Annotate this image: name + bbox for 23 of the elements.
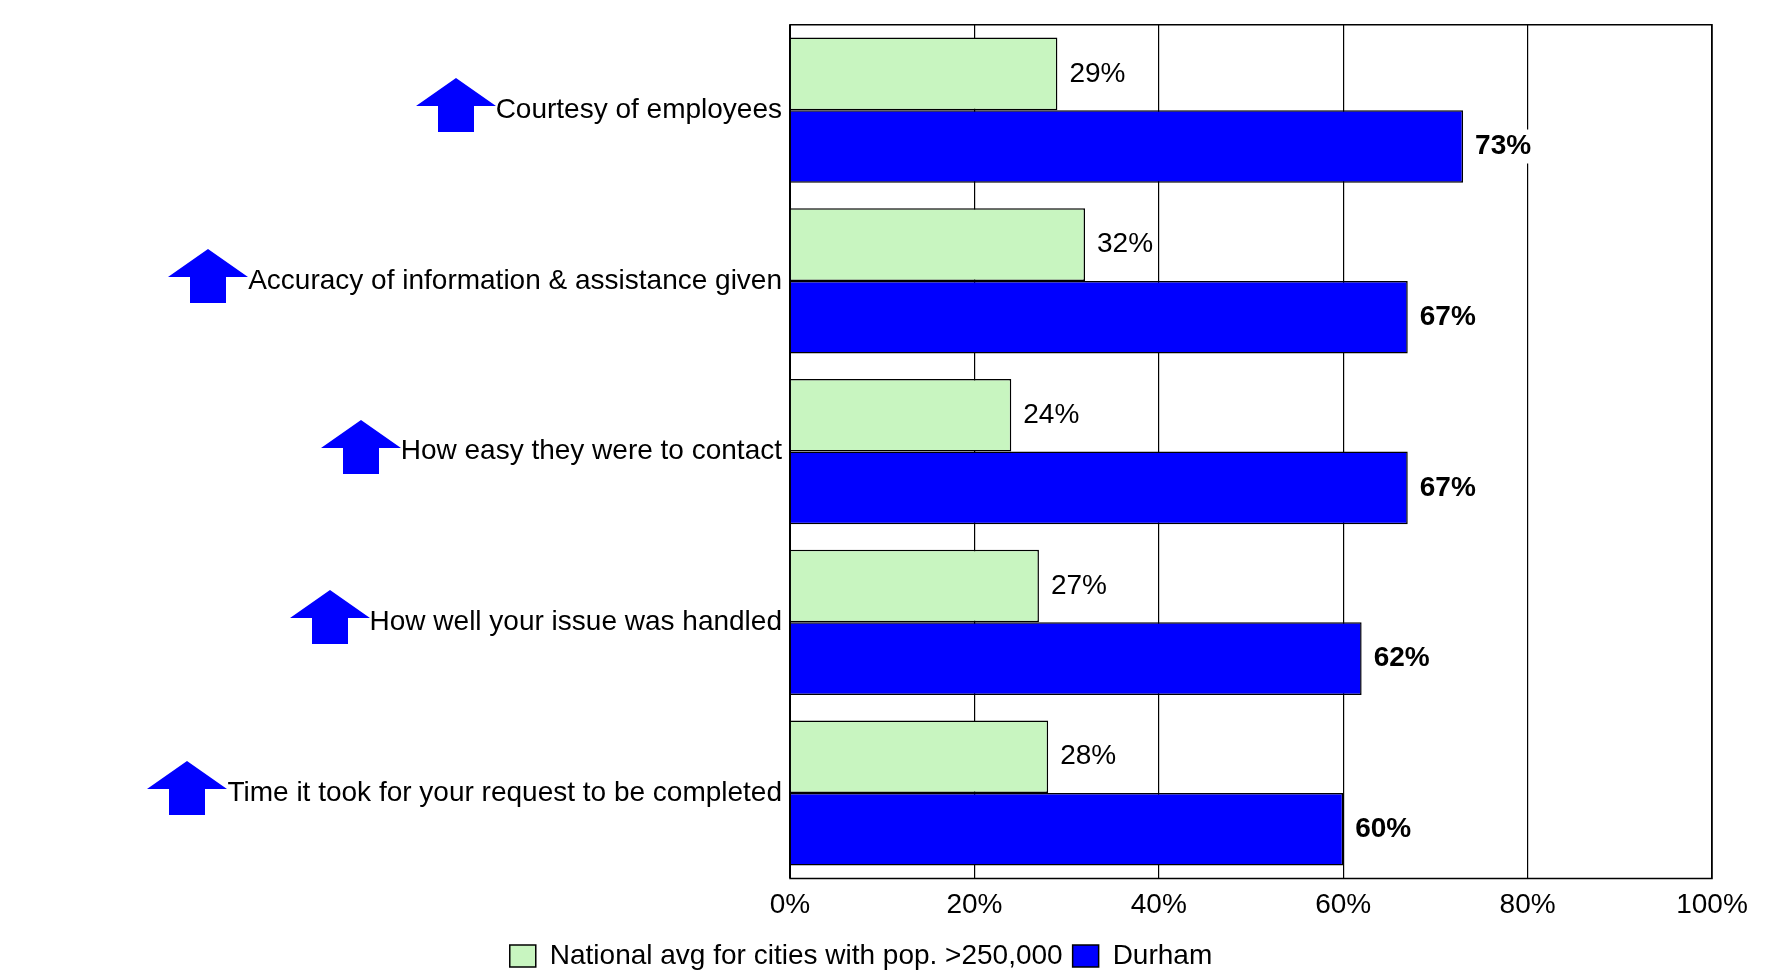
data-label: 24% [1023,398,1080,430]
data-label: 67% [1419,299,1476,331]
legend-label: National avg for cities with pop. >250,000 [549,938,1063,970]
x-tick-label: 100% [1676,887,1748,919]
legend-label: Durham [1112,938,1213,970]
x-tick-label: 80% [1499,887,1556,919]
y-tick-label: Courtesy of employees [495,92,782,124]
y-tick-label: Accuracy of information & assistance given [248,263,782,295]
data-label: 28% [1060,739,1117,771]
data-label: 60% [1355,812,1412,844]
data-label: 67% [1419,470,1476,502]
data-label: 73% [1475,129,1532,161]
x-tick-label: 40% [1130,887,1187,919]
data-label: 32% [1097,227,1154,259]
y-tick-label: How well your issue was handled [369,605,782,637]
x-tick-label: 20% [946,887,1003,919]
x-tick-label: 60% [1315,887,1372,919]
data-label: 27% [1050,568,1107,600]
y-tick-label: Time it took for your request to be completed [227,775,782,807]
x-tick-label: 0% [769,887,811,919]
data-label: 29% [1069,56,1126,88]
data-label: 62% [1373,641,1430,673]
y-tick-label: How easy they were to contact [400,434,783,466]
